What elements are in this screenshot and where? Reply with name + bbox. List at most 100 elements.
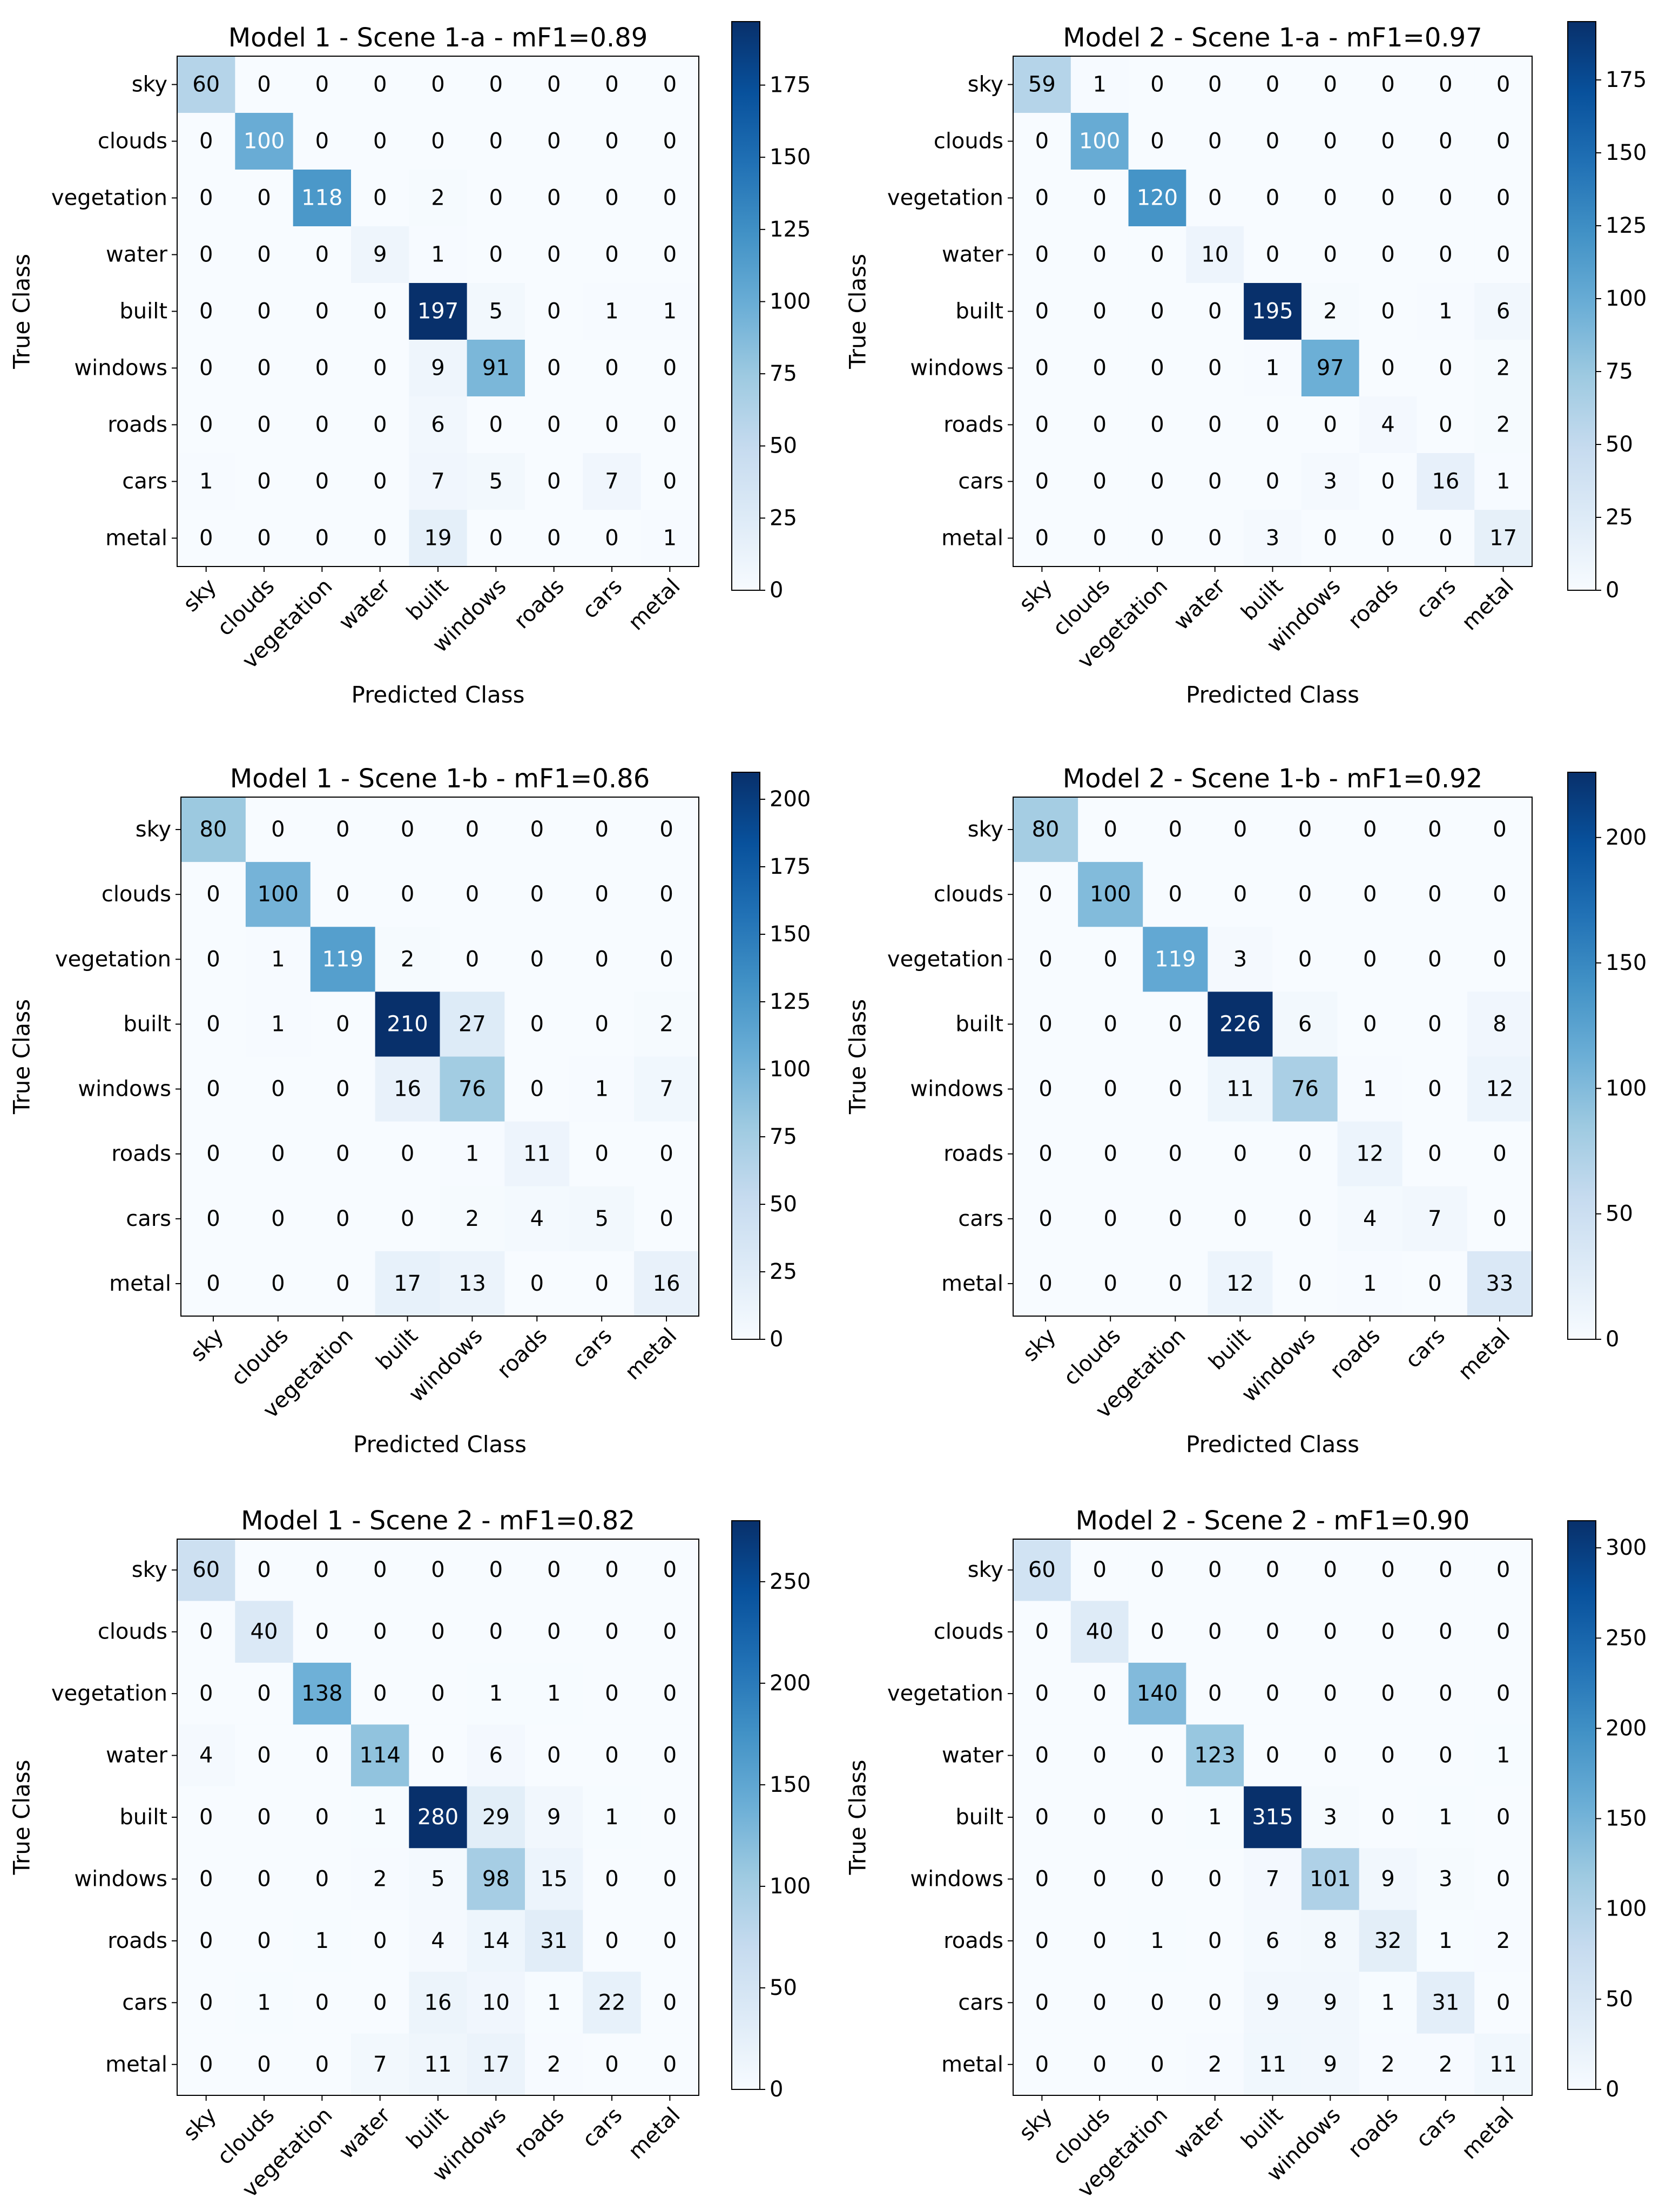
colorbar-tick-label: 100 (1606, 1076, 1647, 1101)
cell-value-label: 0 (1150, 1557, 1164, 1582)
cell-value-label: 0 (1381, 1681, 1394, 1706)
matrix-cell (1186, 1662, 1244, 1725)
matrix-cell (1474, 283, 1533, 340)
y-axis-label: True Class (9, 254, 35, 369)
cell-value-label: 16 (1432, 469, 1459, 494)
colorbar (731, 1520, 760, 2090)
cell-value-label: 16 (394, 1077, 421, 1102)
matrix-cell (1186, 283, 1244, 340)
matrix-cell (1474, 170, 1533, 227)
matrix-cell (1402, 1186, 1468, 1252)
cell-value-label: 0 (257, 1866, 271, 1891)
matrix-cell (1070, 56, 1129, 113)
cell-value-label: 0 (257, 1681, 271, 1706)
matrix-cell (583, 453, 642, 510)
cell-value-label: 0 (530, 817, 544, 842)
y-tick-label: metal (105, 526, 167, 551)
matrix-cell (1474, 510, 1533, 567)
matrix-cell (569, 862, 635, 927)
matrix-cell (310, 862, 376, 927)
matrix-cell (1467, 927, 1533, 992)
matrix-cell (1070, 113, 1129, 170)
matrix-cell (1186, 1910, 1244, 1972)
cell-value-label: 0 (663, 1620, 677, 1644)
matrix-cell (1186, 2033, 1244, 2096)
matrix-cell (1128, 283, 1186, 340)
matrix-cell (1208, 1251, 1273, 1317)
colorbar-tick-label: 25 (1606, 505, 1633, 530)
cell-value-label: 0 (1150, 242, 1164, 267)
cell-value-label: 0 (659, 817, 673, 842)
y-tick-label: metal (941, 1271, 1003, 1296)
matrix-cell (1359, 1910, 1418, 1972)
matrix-cell (1013, 1056, 1078, 1122)
matrix-cell (351, 1539, 409, 1602)
matrix-cell (1143, 862, 1208, 927)
matrix-cell (351, 283, 409, 340)
cell-value-label: 2 (1324, 299, 1337, 324)
cell-value-label: 0 (1035, 413, 1049, 437)
colorbar-tick-label: 50 (1606, 1202, 1633, 1226)
colorbar-tick-label: 25 (770, 1259, 797, 1284)
cell-value-label: 0 (373, 1620, 387, 1644)
y-tick-label: sky (968, 1557, 1003, 1582)
cell-value-label: 0 (1363, 817, 1377, 842)
cell-value-label: 19 (424, 526, 452, 551)
cell-value-label: 8 (1493, 1011, 1506, 1036)
cell-value-label: 0 (1208, 413, 1222, 437)
cell-value-label: 0 (431, 1743, 444, 1768)
cell-value-label: 0 (1266, 186, 1279, 211)
matrix-cell (640, 1601, 699, 1663)
cell-value-label: 0 (1092, 413, 1106, 437)
y-tick-label: roads (111, 1142, 171, 1166)
matrix-cell (1186, 396, 1244, 454)
cell-value-label: 0 (1428, 1142, 1441, 1166)
confusion-matrix-panel: 60 0 0 0 0 0 0 0 00 100 0 0 0 0 0 0 00 0 118 0 2 0 0 0 00 0 0 9 1 0 0 0… (9, 21, 811, 708)
matrix-cell (1474, 340, 1533, 397)
matrix-cell (177, 1601, 235, 1663)
cell-value-label: 0 (1038, 882, 1052, 907)
cell-value-label: 0 (373, 186, 387, 211)
y-tick-label: vegetation (55, 947, 171, 972)
matrix-cell (375, 992, 441, 1057)
cell-value-label: 0 (315, 1620, 329, 1644)
cell-value-label: 0 (315, 1743, 329, 1768)
matrix-cell (177, 2033, 235, 2096)
colorbar-tick-label: 75 (770, 1124, 797, 1149)
y-tick-label: sky (136, 817, 171, 842)
matrix-cell (525, 1786, 583, 1849)
matrix-cell (1337, 927, 1403, 992)
matrix-cell (640, 396, 699, 454)
matrix-cell (504, 1056, 570, 1122)
matrix-cell (1244, 1972, 1302, 2034)
cell-value-label: 0 (1233, 817, 1247, 842)
matrix-cell (1013, 1848, 1071, 1911)
matrix-cell (1013, 340, 1071, 397)
matrix-cell (293, 510, 352, 567)
cell-value-label: 0 (1169, 1206, 1182, 1231)
matrix-cell (409, 453, 468, 510)
cell-value-label: 6 (1266, 1928, 1279, 1953)
cell-value-label: 9 (1324, 2052, 1337, 2077)
chart-title: Model 1 - Scene 1-a - mF1=0.89 (228, 23, 648, 53)
cell-value-label: 0 (257, 413, 271, 437)
matrix-cell (640, 1848, 699, 1911)
cell-value-label: 0 (1298, 1206, 1312, 1231)
cell-value-label: 0 (605, 186, 618, 211)
cell-value-label: 0 (257, 186, 271, 211)
cell-value-label: 0 (1038, 1206, 1052, 1231)
matrix-cell (1474, 1786, 1533, 1849)
matrix-cell (1359, 510, 1418, 567)
matrix-cell (583, 510, 642, 567)
cell-value-label: 0 (1035, 356, 1049, 381)
y-axis-label: True Class (845, 254, 871, 369)
cell-value-label: 33 (1486, 1271, 1513, 1296)
y-axis-label: True Class (845, 1759, 871, 1875)
cell-value-label: 0 (1169, 817, 1182, 842)
matrix-cell (1402, 862, 1468, 927)
matrix-cell (1013, 992, 1078, 1057)
matrix-cell (583, 1724, 642, 1787)
cell-value-label: 3 (1324, 1805, 1337, 1830)
x-tick-label: cars (577, 2103, 627, 2153)
cell-value-label: 1 (1496, 469, 1510, 494)
